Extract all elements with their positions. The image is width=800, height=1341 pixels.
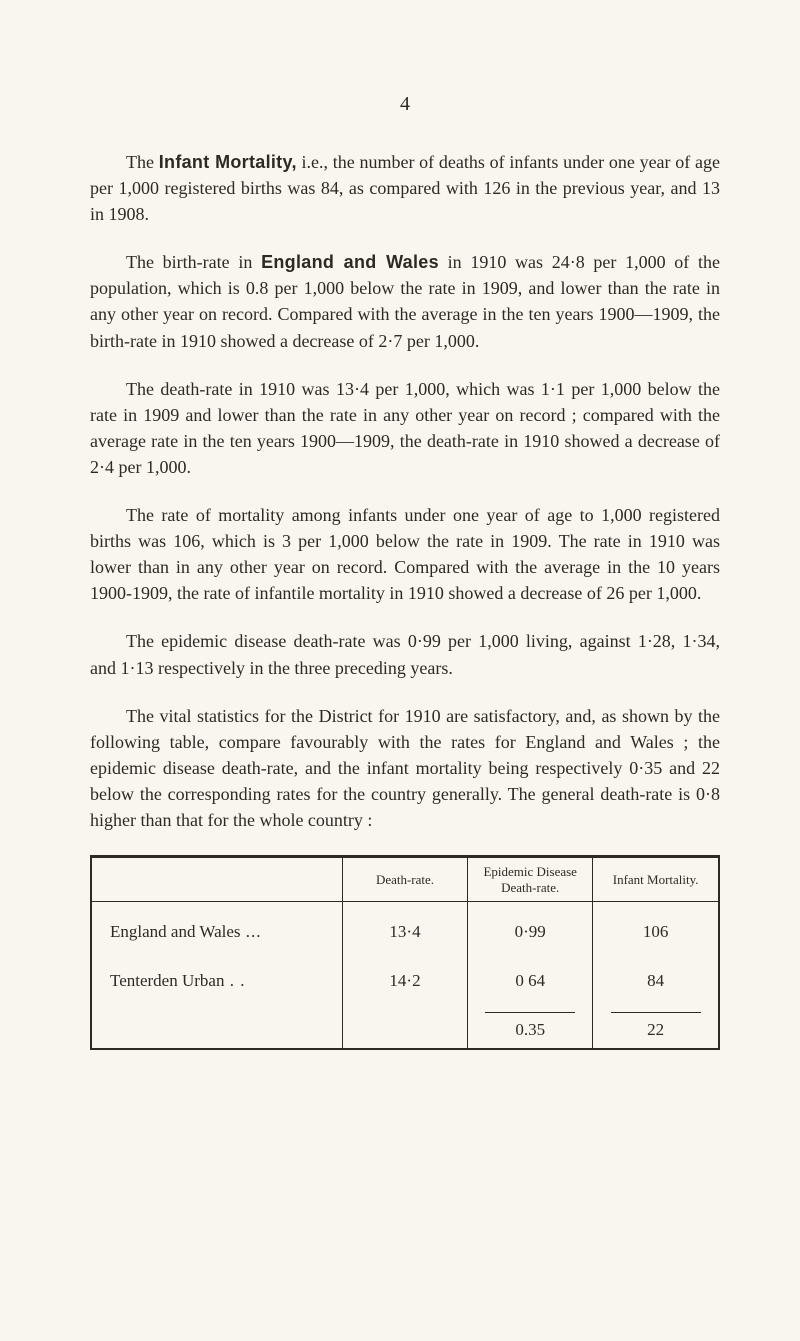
- value: 0.35: [515, 1020, 545, 1039]
- page-number: 4: [90, 90, 720, 119]
- table-row: England and Wales 13·4 0·99 106: [92, 914, 718, 951]
- row-label: England and Wales: [92, 914, 342, 951]
- cell-infant-diff: 22: [593, 1012, 718, 1049]
- cell-epidemic-diff: 0.35: [468, 1012, 593, 1049]
- text: The: [126, 152, 159, 172]
- stats-table: Death-rate. Epidemic Disease Death-rate.…: [90, 855, 720, 1050]
- cell-death-rate: 13·4: [342, 914, 467, 951]
- cell-infant: 106: [593, 914, 718, 951]
- col-header-death-rate: Death-rate.: [342, 858, 467, 902]
- row-label: Tenterden Urban: [92, 963, 342, 1000]
- totals-row: 0.35 22: [92, 1012, 718, 1049]
- paragraph-birth-rate: The birth-rate in England and Wales in 1…: [90, 249, 720, 353]
- paragraph-infant-mortality: The Infant Mortality, i.e., the number o…: [90, 149, 720, 227]
- cell-blank: [92, 1012, 342, 1049]
- cell-epidemic: 0·99: [468, 914, 593, 951]
- bold-infant-mortality: Infant Mortality,: [159, 152, 297, 172]
- table-row: Tenterden Urban 14·2 0 64 84: [92, 963, 718, 1000]
- col-header-blank: [92, 858, 342, 902]
- value: 22: [647, 1020, 664, 1039]
- bold-england-wales: England and Wales: [261, 252, 439, 272]
- table: Death-rate. Epidemic Disease Death-rate.…: [92, 858, 718, 1048]
- paragraph-death-rate: The death-rate in 1910 was 13·4 per 1,00…: [90, 376, 720, 480]
- spacer-row: [92, 951, 718, 963]
- cell-death-rate: 14·2: [342, 963, 467, 1000]
- paragraph-vital-stats: The vital statistics for the District fo…: [90, 703, 720, 833]
- paragraph-epidemic: The epidemic disease death-rate was 0·99…: [90, 628, 720, 680]
- cell-blank: [342, 1012, 467, 1049]
- text: The birth-rate in: [126, 252, 261, 272]
- cell-epidemic: 0 64: [468, 963, 593, 1000]
- table-header-row: Death-rate. Epidemic Disease Death-rate.…: [92, 858, 718, 902]
- col-header-epidemic: Epidemic Disease Death-rate.: [468, 858, 593, 902]
- col-header-infant: Infant Mortality.: [593, 858, 718, 902]
- spacer-row: [92, 1000, 718, 1012]
- spacer-row: [92, 902, 718, 915]
- paragraph-mortality-rate: The rate of mortality among infants unde…: [90, 502, 720, 606]
- document-page: 4 The Infant Mortality, i.e., the number…: [0, 0, 800, 1341]
- cell-infant: 84: [593, 963, 718, 1000]
